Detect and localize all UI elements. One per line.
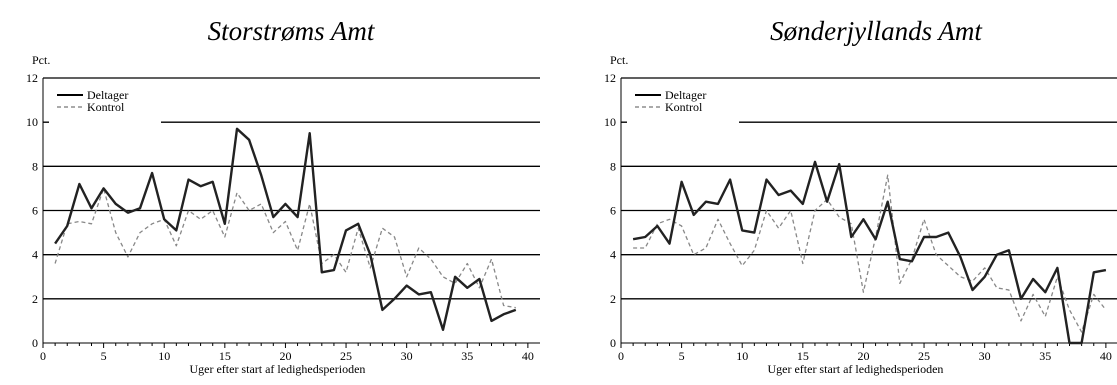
y-tick-label: 12 bbox=[604, 71, 616, 85]
x-tick-label: 25 bbox=[340, 349, 352, 363]
data-point-kontrol bbox=[741, 265, 743, 267]
y-axis-label: Pct. bbox=[32, 53, 50, 67]
x-tick-label: 35 bbox=[1039, 349, 1051, 363]
y-tick-label: 10 bbox=[26, 115, 38, 129]
x-tick-label: 0 bbox=[40, 349, 46, 363]
series-line-kontrol bbox=[54, 187, 516, 309]
legend-label-deltager: Deltager bbox=[87, 88, 128, 102]
legend-background bbox=[49, 84, 161, 126]
x-axis-label: Uger efter start af ledighedsperioden bbox=[189, 362, 365, 376]
legend-label-kontrol: Kontrol bbox=[87, 100, 125, 114]
x-tick-label: 5 bbox=[101, 349, 107, 363]
x-tick-label: 40 bbox=[522, 349, 534, 363]
y-tick-label: 6 bbox=[610, 204, 616, 218]
y-tick-label: 12 bbox=[26, 71, 38, 85]
data-point-kontrol bbox=[1105, 309, 1107, 311]
data-point-kontrol bbox=[200, 219, 202, 221]
series-line-kontrol bbox=[633, 174, 1107, 333]
data-point-kontrol bbox=[705, 247, 707, 249]
x-tick-label: 20 bbox=[857, 349, 869, 363]
chart-title: Storstrøms Amt bbox=[208, 16, 376, 46]
x-tick-label: 30 bbox=[401, 349, 413, 363]
x-tick-label: 35 bbox=[461, 349, 473, 363]
data-point-kontrol bbox=[79, 221, 81, 223]
y-tick-label: 4 bbox=[32, 248, 38, 262]
x-tick-label: 0 bbox=[618, 349, 624, 363]
y-tick-label: 8 bbox=[610, 159, 616, 173]
series-line-deltager bbox=[54, 127, 517, 331]
legend-label-deltager: Deltager bbox=[665, 88, 706, 102]
x-tick-label: 10 bbox=[158, 349, 170, 363]
x-tick-label: 30 bbox=[979, 349, 991, 363]
chart-panel-2: Sønderjyllands Amt Pct. 0 2 4 6 8 10 12 0 5 10 15 20 2… bbox=[604, 16, 1117, 376]
x-axis-label: Uger efter start af ledighedsperioden bbox=[767, 362, 943, 376]
legend-background bbox=[627, 84, 739, 126]
data-point-kontrol bbox=[644, 247, 646, 249]
chart-title: Sønderjyllands Amt bbox=[770, 16, 983, 46]
data-point-kontrol bbox=[430, 258, 432, 260]
x-tick-label: 20 bbox=[279, 349, 291, 363]
x-tick-label: 40 bbox=[1100, 349, 1112, 363]
y-tick-label: 4 bbox=[610, 248, 616, 262]
y-tick-label: 10 bbox=[604, 115, 616, 129]
y-tick-label: 8 bbox=[32, 159, 38, 173]
chart-panel-1: Storstrøms Amt Pct. 0 2 4 6 8 10 12 0 5 10 15 20 25 30 3… bbox=[26, 16, 540, 376]
data-point-kontrol bbox=[297, 249, 299, 251]
y-tick-label: 6 bbox=[32, 204, 38, 218]
y-tick-label: 0 bbox=[610, 336, 616, 350]
x-tick-label: 5 bbox=[679, 349, 685, 363]
x-tick-label: 15 bbox=[219, 349, 231, 363]
series-line-deltager bbox=[632, 160, 1107, 345]
y-tick-label: 0 bbox=[32, 336, 38, 350]
y-tick-label: 2 bbox=[610, 292, 616, 306]
legend-label-kontrol: Kontrol bbox=[665, 100, 703, 114]
data-point-kontrol bbox=[309, 203, 311, 205]
y-tick-label: 2 bbox=[32, 292, 38, 306]
x-tick-label: 10 bbox=[736, 349, 748, 363]
data-point-kontrol bbox=[996, 287, 998, 289]
y-axis-label: Pct. bbox=[610, 53, 628, 67]
x-tick-label: 15 bbox=[797, 349, 809, 363]
data-point-kontrol bbox=[972, 280, 974, 282]
x-tick-label: 25 bbox=[918, 349, 930, 363]
